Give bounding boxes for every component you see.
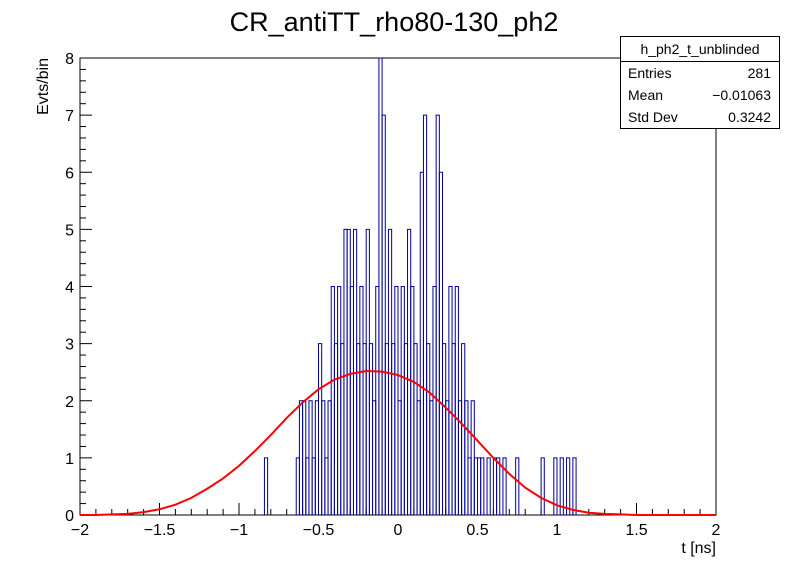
y-tick-label: 3 xyxy=(65,337,74,354)
y-tick-label: 5 xyxy=(65,222,74,239)
histogram-bin xyxy=(263,457,269,515)
minor-ticks xyxy=(80,68,701,515)
y-tick-label: 1 xyxy=(65,451,74,468)
x-tick-label: 1 xyxy=(553,522,562,539)
x-axis-label: t [ns] xyxy=(681,540,716,557)
stddev-label: Std Dev xyxy=(628,109,678,125)
histogram-bin xyxy=(553,457,558,515)
fit-curve xyxy=(80,370,716,516)
stddev-value: 0.3242 xyxy=(728,109,771,125)
entries-label: Entries xyxy=(628,65,672,81)
histogram-bin xyxy=(486,457,491,515)
histogram-bin xyxy=(496,457,501,515)
x-tick-label: 1.5 xyxy=(625,522,647,539)
y-axis-label: Evts/bin xyxy=(35,58,52,115)
entries-value: 281 xyxy=(747,65,771,81)
y-tick-label: 4 xyxy=(65,280,74,297)
x-tick-labels: −2 −1.5 −1 −0.5 0 0.5 1 1.5 2 xyxy=(71,522,721,539)
y-tick-label: 6 xyxy=(65,165,74,182)
histogram-bin xyxy=(515,457,520,515)
histogram-bin xyxy=(422,114,428,515)
y-tick-label: 7 xyxy=(65,108,74,125)
histogram-bin xyxy=(572,457,577,515)
histogram-bin xyxy=(480,457,485,515)
y-tick-label: 2 xyxy=(65,394,74,411)
x-tick-label: −2 xyxy=(71,522,89,539)
x-tick-label: 2 xyxy=(712,522,721,539)
x-tick-label: 0 xyxy=(394,522,403,539)
stats-box: h_ph2_t_unblinded Entries 281 Mean −0.01… xyxy=(620,36,780,129)
histogram-bin xyxy=(540,457,545,515)
stats-entries-row: Entries 281 xyxy=(621,62,779,84)
x-tick-label: −1.5 xyxy=(144,522,176,539)
stats-mean-row: Mean −0.01063 xyxy=(621,84,779,106)
x-tick-label: −1 xyxy=(230,522,248,539)
stats-stddev-row: Std Dev 0.3242 xyxy=(621,106,779,128)
mean-value: −0.01063 xyxy=(712,87,771,103)
chart-title: CR_antiTT_rho80-130_ph2 xyxy=(230,7,559,37)
histogram-bin xyxy=(566,457,571,515)
mean-label: Mean xyxy=(628,87,664,103)
x-tick-label: 0.5 xyxy=(466,522,488,539)
y-tick-label: 8 xyxy=(65,51,74,68)
histogram-bin xyxy=(502,457,507,515)
histogram-bins xyxy=(263,57,577,515)
stats-box-title: h_ph2_t_unblinded xyxy=(621,37,779,62)
y-tick-label: 0 xyxy=(65,508,74,525)
x-tick-label: −0.5 xyxy=(303,522,335,539)
histogram-bin xyxy=(381,114,386,515)
y-tick-labels: 0 1 2 3 4 5 6 7 8 xyxy=(65,51,74,525)
histogram-bin xyxy=(559,457,564,515)
